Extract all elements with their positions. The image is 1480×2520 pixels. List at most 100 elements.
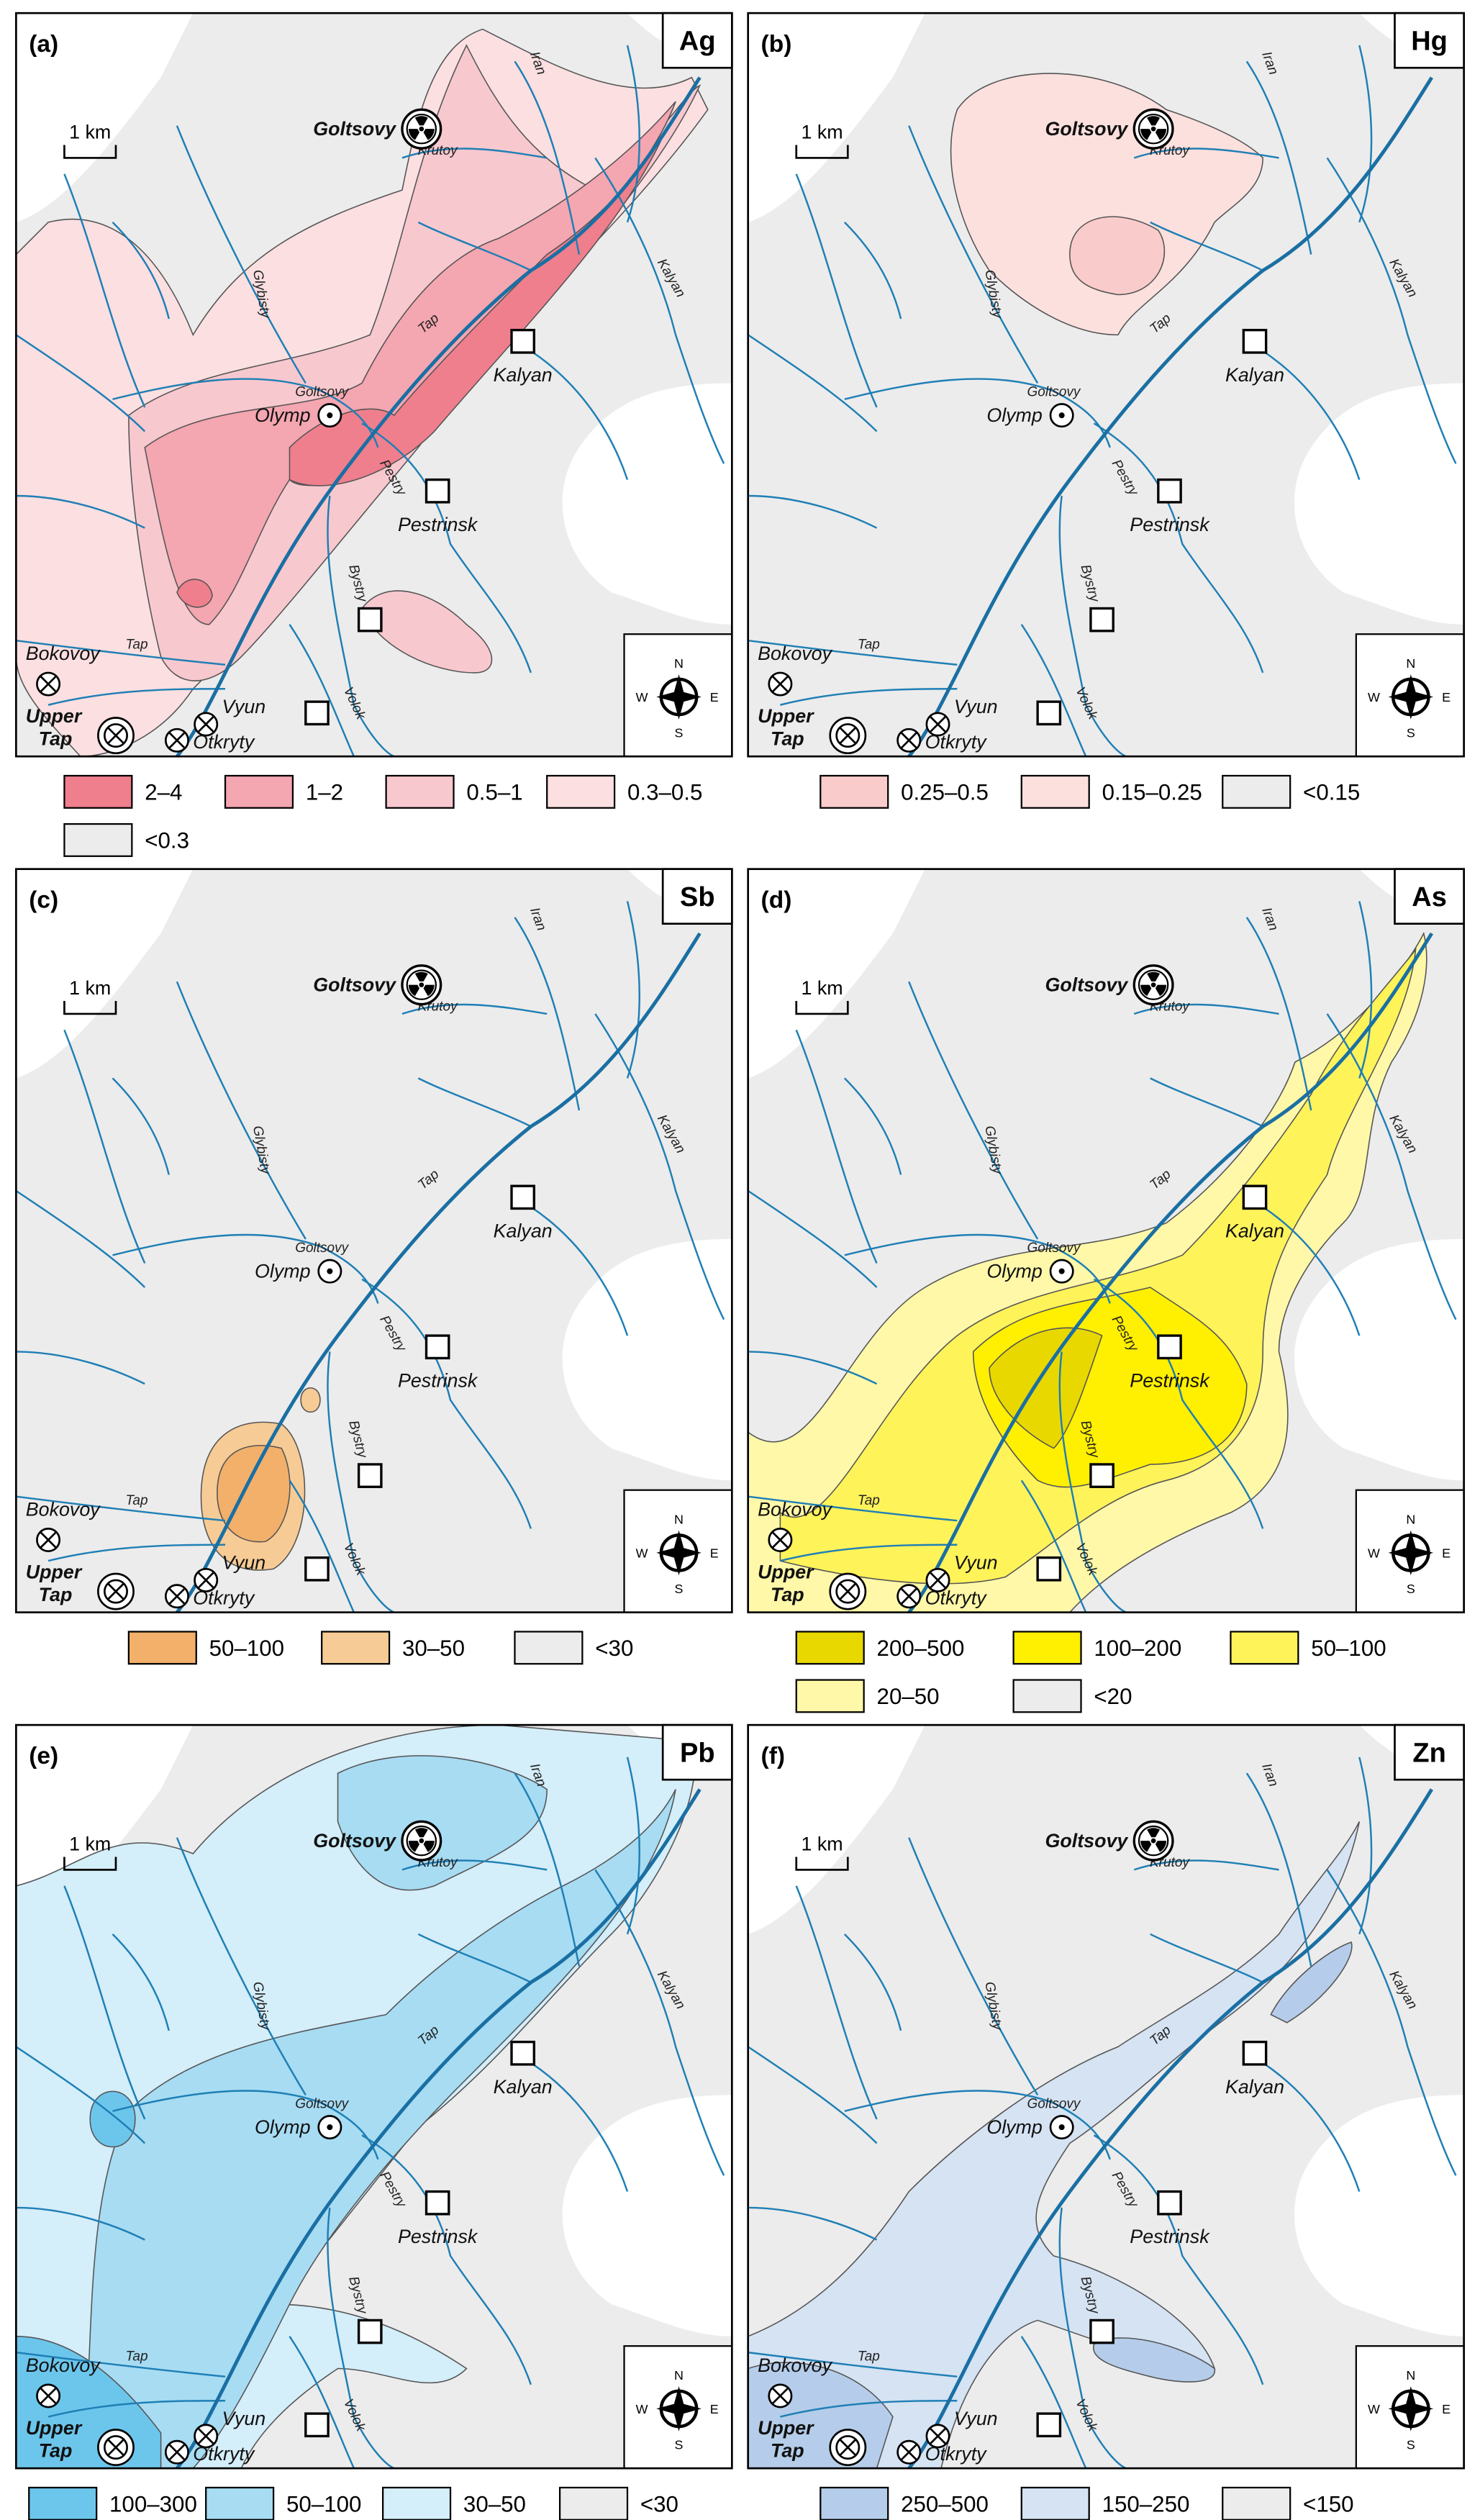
olymp-icon bbox=[327, 1268, 333, 1274]
legend-swatch bbox=[63, 774, 133, 809]
place-label: Goltsovy bbox=[1045, 974, 1130, 996]
compass-label: S bbox=[675, 1582, 684, 1596]
mine-icon bbox=[40, 675, 57, 693]
olymp-icon bbox=[1058, 2124, 1065, 2131]
place-label: Olymp bbox=[255, 1261, 311, 1282]
place-label: Kalyan bbox=[494, 2076, 553, 2098]
compass-label: E bbox=[710, 690, 719, 704]
place-label: Tap bbox=[39, 2439, 73, 2461]
panel-label: (f) bbox=[761, 1743, 785, 1769]
anomaly-zone bbox=[361, 590, 493, 674]
river bbox=[748, 2206, 878, 2241]
compass-label: S bbox=[1407, 725, 1415, 740]
mine-icon bbox=[107, 727, 124, 745]
main-river bbox=[907, 1788, 1434, 2469]
river bbox=[1133, 1003, 1279, 1015]
map-panel: IranKrutoyKalyanGlybistyGoltsovyTapPestr… bbox=[747, 868, 1465, 1613]
icon bbox=[1155, 984, 1167, 997]
river bbox=[361, 1278, 532, 1529]
river bbox=[1020, 2336, 1087, 2469]
olymp-icon bbox=[1058, 412, 1065, 419]
river bbox=[1262, 2062, 1361, 2192]
background-zone bbox=[16, 869, 732, 1613]
river-label: Tap bbox=[126, 637, 148, 652]
place-label: Upper bbox=[26, 1562, 83, 1583]
settlement-icon bbox=[425, 2190, 450, 2216]
river bbox=[1358, 901, 1373, 1079]
river bbox=[780, 2400, 958, 2418]
mine-icon bbox=[197, 1572, 215, 1589]
river bbox=[327, 2207, 395, 2469]
mine-icon bbox=[839, 1582, 857, 1600]
compass bbox=[1388, 2386, 1434, 2431]
legend-swatch bbox=[127, 1631, 197, 1665]
legend-label: 0.3–0.5 bbox=[627, 780, 702, 805]
legend-label: 2–4 bbox=[145, 780, 182, 805]
settlement-icon bbox=[357, 607, 383, 633]
river bbox=[530, 350, 629, 480]
river-label: Goltsovy bbox=[295, 384, 349, 399]
place-label: Vyun bbox=[954, 696, 998, 717]
legend-label: 250–500 bbox=[901, 2492, 989, 2517]
scale-label: 1 km bbox=[801, 122, 843, 143]
river bbox=[795, 173, 878, 408]
mine-icon bbox=[900, 2443, 918, 2461]
legend-label: 1–2 bbox=[306, 780, 343, 805]
place-label: Tap bbox=[39, 1584, 73, 1605]
river bbox=[908, 125, 1039, 384]
river bbox=[47, 1544, 226, 1562]
river bbox=[16, 639, 226, 666]
panel-label: (a) bbox=[29, 31, 58, 58]
legend-label: <0.3 bbox=[145, 828, 189, 853]
map-panel: IranKrutoyKalyanGlybistyGoltsovyTapPestr… bbox=[747, 12, 1465, 758]
map-panel: IranKrutoyKalyanGlybistyGoltsovyTapPestr… bbox=[15, 868, 733, 1613]
legend-swatch bbox=[514, 1631, 584, 1665]
mine-icon bbox=[197, 715, 215, 733]
compass-label: S bbox=[1407, 1582, 1415, 1596]
river bbox=[795, 1029, 878, 1264]
anomaly-zone bbox=[1270, 1941, 1353, 2023]
settlement-icon bbox=[1036, 1556, 1062, 1582]
legend-label: 100–200 bbox=[1094, 1636, 1181, 1661]
anomaly-zone bbox=[1069, 216, 1166, 296]
scale-bar bbox=[795, 1857, 849, 1871]
river bbox=[514, 60, 581, 255]
river bbox=[626, 45, 640, 223]
place-label: Bokovoy bbox=[26, 643, 101, 664]
panel-label: (e) bbox=[29, 1743, 58, 1769]
icon bbox=[1155, 129, 1167, 140]
legend-swatch bbox=[382, 2486, 452, 2520]
river-label: Tap bbox=[126, 2349, 148, 2364]
river bbox=[1245, 917, 1312, 1111]
river bbox=[112, 378, 379, 448]
place-label: Bokovoy bbox=[758, 2354, 832, 2376]
element-box bbox=[1394, 1723, 1465, 1781]
settlement-icon bbox=[304, 700, 330, 726]
settlement-icon bbox=[357, 1463, 383, 1488]
mine-icon bbox=[168, 1587, 186, 1605]
compass-label: N bbox=[1406, 656, 1415, 671]
river bbox=[16, 2046, 146, 2144]
compass-label: S bbox=[675, 2437, 684, 2452]
river bbox=[594, 1013, 725, 1320]
legend-label: 30–50 bbox=[463, 2492, 526, 2517]
legend-label: 50–100 bbox=[1311, 1636, 1386, 1661]
river bbox=[1245, 1772, 1312, 1967]
river bbox=[63, 173, 146, 408]
legend-label: <0.15 bbox=[1303, 780, 1360, 805]
settlement-icon bbox=[1089, 1463, 1114, 1488]
mine-icon bbox=[771, 675, 789, 693]
river bbox=[16, 1351, 145, 1385]
icon bbox=[1140, 984, 1152, 997]
legend-swatch bbox=[1020, 2486, 1090, 2520]
legend-swatch bbox=[321, 1631, 391, 1665]
place-label: Kalyan bbox=[494, 364, 553, 386]
anomaly-zone bbox=[337, 1755, 548, 1891]
legend-label: 0.5–1 bbox=[466, 780, 522, 805]
mine-icon bbox=[771, 1531, 789, 1549]
mine-icon bbox=[929, 715, 947, 733]
river bbox=[16, 2351, 226, 2378]
settlement-icon bbox=[304, 2412, 330, 2438]
anomaly-zone bbox=[989, 1327, 1103, 1449]
